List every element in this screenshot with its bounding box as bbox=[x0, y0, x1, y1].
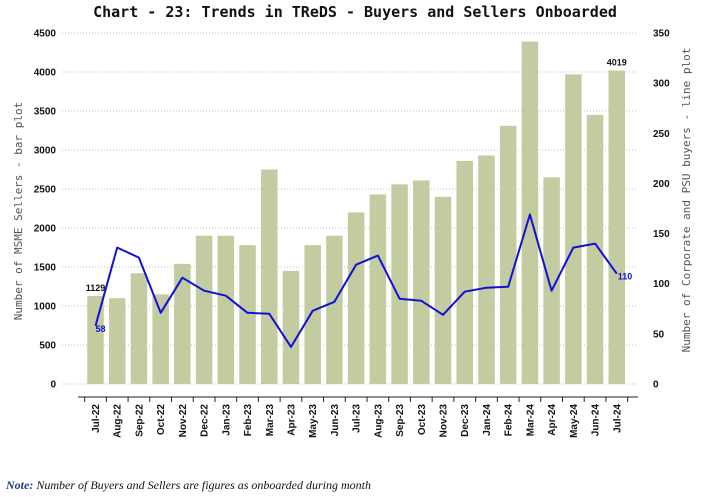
y-tick-label: 2500 bbox=[34, 185, 57, 196]
bar bbox=[130, 273, 148, 384]
y-tick-label: 1500 bbox=[34, 263, 57, 274]
x-tick-label: May-24 bbox=[569, 404, 580, 438]
bar bbox=[608, 70, 626, 384]
x-tick-label: Feb-23 bbox=[243, 404, 254, 437]
y2-tick-label: 0 bbox=[653, 380, 659, 391]
x-tick-label: Sep-22 bbox=[134, 404, 145, 437]
y-tick-label: 4000 bbox=[34, 68, 57, 79]
bar bbox=[347, 212, 365, 384]
line-data-label: 58 bbox=[96, 324, 106, 334]
y-axis-title-right: Number of Corporate and PSU buyers - lin… bbox=[680, 48, 693, 353]
bar bbox=[499, 125, 517, 384]
x-tick-label: Mar-24 bbox=[525, 404, 536, 437]
x-tick-label: Dec-22 bbox=[200, 404, 211, 437]
bar bbox=[456, 160, 473, 384]
x-tick-label: Nov-23 bbox=[439, 404, 450, 438]
x-tick-label: Apr-24 bbox=[547, 404, 558, 436]
x-tick-label: Nov-22 bbox=[178, 404, 189, 438]
bar bbox=[239, 245, 256, 384]
line-data-label: 110 bbox=[618, 272, 633, 282]
footnote-label: Note: bbox=[6, 478, 34, 492]
bar bbox=[413, 180, 430, 384]
bar-series bbox=[87, 41, 626, 385]
x-tick-label: Jun-24 bbox=[591, 404, 602, 437]
y-axis-title-left: Number of MSME Sellers - bar plot bbox=[12, 102, 25, 321]
footnote: Note: Number of Buyers and Sellers are f… bbox=[6, 478, 371, 493]
x-tick-label: Aug-22 bbox=[113, 404, 124, 438]
bar bbox=[174, 263, 191, 384]
x-tick-label: Apr-23 bbox=[286, 404, 297, 436]
x-tick-label: Oct-23 bbox=[417, 404, 428, 436]
y-tick-label: 3000 bbox=[34, 146, 57, 157]
bar bbox=[326, 235, 343, 384]
x-tick-label: Feb-24 bbox=[504, 404, 515, 437]
bar bbox=[521, 41, 539, 384]
y-tick-label: 4500 bbox=[34, 29, 57, 40]
x-tick-label: Sep-23 bbox=[395, 404, 406, 437]
bar bbox=[434, 196, 452, 384]
x-tick-label: Jul-24 bbox=[612, 404, 623, 433]
bar bbox=[108, 298, 126, 384]
line-series bbox=[94, 213, 618, 348]
bar bbox=[261, 169, 278, 384]
x-tick-label: Dec-23 bbox=[460, 404, 471, 437]
bar bbox=[195, 235, 213, 384]
x-axis: Jul-22 Aug-22 Sep-22 Oct-22 Nov-22 Dec-22 Jan-… bbox=[78, 396, 638, 438]
x-tick-label: Aug-23 bbox=[373, 404, 384, 438]
y2-tick-label: 350 bbox=[653, 29, 670, 40]
x-tick-label: Jul-23 bbox=[352, 404, 363, 433]
x-tick-label: Jul-22 bbox=[91, 404, 102, 433]
bar bbox=[391, 184, 408, 384]
y2-tick-label: 150 bbox=[653, 229, 670, 240]
chart-title: Chart - 23: Trends in TReDS - Buyers and… bbox=[93, 3, 617, 21]
x-tick-label: May-23 bbox=[308, 404, 319, 438]
data-labels: 1129 4019 58 110 bbox=[86, 58, 633, 334]
y2-tick-label: 300 bbox=[653, 79, 670, 90]
x-tick-label: Jun-23 bbox=[330, 404, 341, 437]
y-tick-label: 1000 bbox=[34, 302, 57, 313]
x-tick-label: Jan-24 bbox=[482, 404, 493, 436]
bar bbox=[369, 194, 387, 384]
y-axis-left: 0 500 1000 1500 2000 2500 3000 3500 4000 4500 bbox=[34, 29, 57, 391]
y-tick-label: 0 bbox=[50, 380, 56, 391]
y2-tick-label: 250 bbox=[653, 129, 670, 140]
y2-tick-label: 100 bbox=[653, 279, 670, 290]
y2-tick-label: 50 bbox=[653, 329, 665, 340]
bar-data-label: 1129 bbox=[86, 283, 106, 293]
bar bbox=[543, 177, 560, 384]
bar bbox=[87, 295, 104, 384]
y-tick-label: 3500 bbox=[34, 107, 57, 118]
bar bbox=[282, 270, 300, 384]
x-tick-label: Jan-23 bbox=[221, 404, 232, 436]
bar bbox=[478, 155, 495, 384]
y-tick-label: 500 bbox=[39, 341, 56, 352]
x-tick-label: Oct-22 bbox=[156, 404, 167, 436]
bar bbox=[586, 114, 604, 385]
line-series-path bbox=[94, 213, 618, 348]
y-tick-label: 2000 bbox=[34, 224, 57, 235]
bar bbox=[152, 294, 169, 384]
bar bbox=[217, 235, 235, 384]
bar bbox=[565, 74, 582, 384]
bar-data-label: 4019 bbox=[607, 58, 627, 68]
y-axis-right: 0 50 100 150 200 250 300 350 bbox=[653, 29, 670, 391]
y2-tick-label: 200 bbox=[653, 179, 670, 190]
bar bbox=[304, 245, 321, 384]
x-tick-label: Mar-23 bbox=[265, 404, 276, 437]
footnote-text: Number of Buyers and Sellers are figures… bbox=[36, 478, 371, 492]
